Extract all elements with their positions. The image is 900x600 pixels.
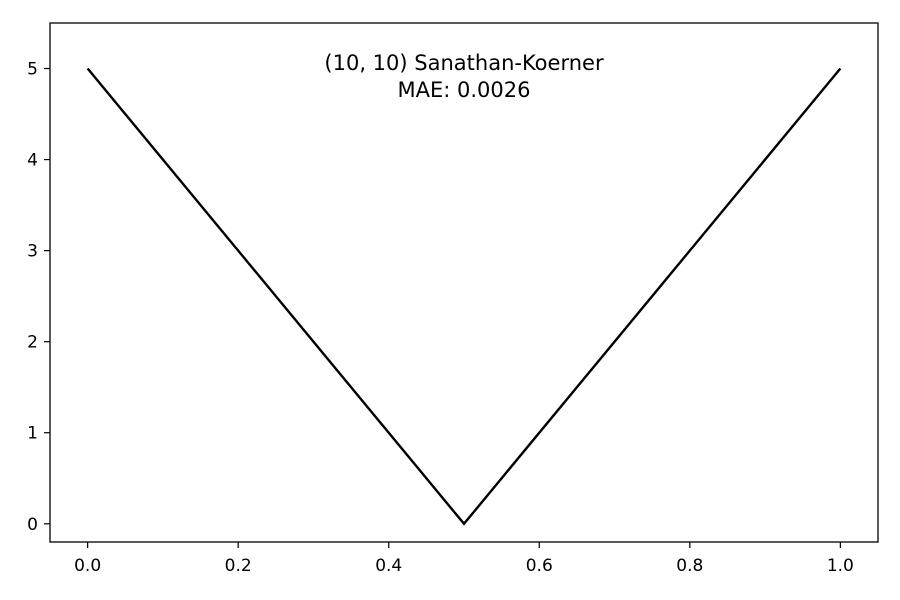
x-tick-label: 0.2 [225,556,252,576]
y-tick-label: 1 [27,424,38,444]
y-tick-label: 4 [27,151,38,171]
chart-title-line-1: (10, 10) Sanathan-Koerner [324,51,604,75]
x-tick-label: 0.6 [526,556,553,576]
x-tick-label: 1.0 [827,556,854,576]
x-axis: 0.0 0.2 0.4 0.6 0.8 1.0 [74,542,854,576]
y-tick-label: 0 [27,515,38,535]
y-tick-label: 5 [27,60,38,80]
y-axis: 0 1 2 3 4 5 [27,60,50,535]
y-tick-label: 2 [27,333,38,353]
chart-title: (10, 10) Sanathan-Koerner MAE: 0.0026 [324,51,604,102]
series-layer [86,67,842,526]
y-tick-label: 3 [27,242,38,262]
x-tick-label: 0.8 [676,556,703,576]
series-line-0 [86,67,842,526]
x-tick-label: 0.4 [375,556,402,576]
x-tick-label: 0.0 [74,556,101,576]
chart-title-line-2: MAE: 0.0026 [398,78,531,102]
plot-frame [49,22,879,543]
